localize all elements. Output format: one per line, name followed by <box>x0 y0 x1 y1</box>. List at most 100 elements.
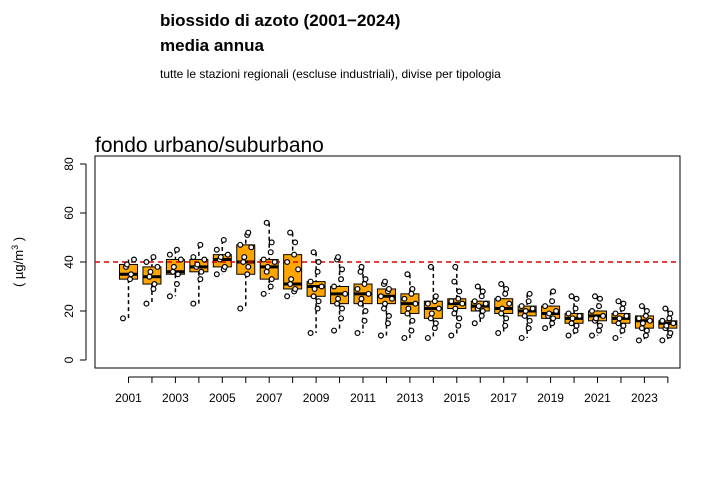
data-point <box>409 317 416 324</box>
data-point <box>448 332 455 339</box>
data-point <box>471 320 478 327</box>
data-point <box>550 288 557 295</box>
data-point <box>314 268 321 275</box>
data-point <box>455 322 462 329</box>
data-point <box>362 276 369 283</box>
data-point <box>307 330 314 337</box>
data-point <box>292 285 299 292</box>
main-title: biossido di azoto (2001−2024) <box>160 11 401 30</box>
data-point <box>412 300 419 307</box>
data-point <box>201 256 208 263</box>
data-point <box>431 298 438 305</box>
x-tick-label: 2019 <box>537 391 564 405</box>
data-point <box>384 320 391 327</box>
data-point <box>331 283 338 290</box>
data-point <box>495 330 502 337</box>
data-point <box>659 337 666 344</box>
data-point <box>284 293 291 300</box>
data-point <box>401 334 408 341</box>
data-point <box>385 312 392 319</box>
data-point <box>595 327 602 334</box>
data-point <box>506 300 513 307</box>
data-point <box>662 305 669 312</box>
data-point <box>615 298 622 305</box>
data-point <box>380 305 387 312</box>
data-point <box>166 251 173 258</box>
data-point <box>220 236 227 243</box>
data-point <box>408 290 415 297</box>
data-point <box>495 295 502 302</box>
data-point <box>635 337 642 344</box>
data-point <box>498 281 505 288</box>
y-tick-label: 40 <box>62 255 76 269</box>
y-tick-label: 20 <box>62 304 76 318</box>
data-point <box>381 300 388 307</box>
data-point <box>616 315 623 322</box>
data-point <box>572 327 579 334</box>
data-point <box>646 317 653 324</box>
data-point <box>638 303 645 310</box>
data-point <box>573 295 580 302</box>
data-point <box>432 293 439 300</box>
caption: tutte le stazioni regionali (escluse ind… <box>160 67 501 81</box>
data-point <box>404 310 411 317</box>
data-point <box>432 320 439 327</box>
data-point <box>174 271 181 278</box>
data-point <box>166 293 173 300</box>
data-point <box>260 290 267 297</box>
data-point <box>572 305 579 312</box>
data-point <box>619 305 626 312</box>
data-point <box>542 303 549 310</box>
data-point <box>498 310 505 317</box>
data-point <box>361 317 368 324</box>
data-point <box>643 308 650 315</box>
data-point <box>128 271 135 278</box>
data-point <box>177 256 184 263</box>
data-point <box>310 293 317 300</box>
data-point <box>401 295 408 302</box>
data-point <box>502 290 509 297</box>
data-point <box>263 268 270 275</box>
data-point <box>588 332 595 339</box>
data-point <box>478 293 485 300</box>
data-point <box>198 268 205 275</box>
data-point <box>475 303 482 310</box>
data-point <box>405 305 412 312</box>
data-point <box>268 276 275 283</box>
data-point <box>365 290 372 297</box>
data-point <box>576 312 583 319</box>
data-point <box>503 315 510 322</box>
x-tick-label: 2013 <box>397 391 424 405</box>
data-point <box>428 310 435 317</box>
data-point <box>612 310 619 317</box>
data-point <box>588 308 595 315</box>
x-tick-label: 2009 <box>303 391 330 405</box>
data-point <box>623 312 630 319</box>
data-point <box>357 268 364 275</box>
data-point <box>331 327 338 334</box>
data-point <box>338 315 345 322</box>
data-point <box>568 320 575 327</box>
data-point <box>529 305 536 312</box>
data-point <box>526 290 533 297</box>
data-point <box>549 320 556 327</box>
data-point <box>435 305 442 312</box>
data-point <box>448 298 455 305</box>
data-point <box>361 281 368 288</box>
data-point <box>224 251 231 258</box>
data-point <box>314 305 321 312</box>
data-point <box>131 256 138 263</box>
data-point <box>565 310 572 317</box>
y-tick-label: 60 <box>62 206 76 220</box>
data-point <box>291 251 298 258</box>
data-point <box>502 322 509 329</box>
data-point <box>150 254 157 261</box>
data-point <box>591 293 598 300</box>
data-point <box>143 300 150 307</box>
data-point <box>456 288 463 295</box>
data-point <box>173 281 180 288</box>
x-tick-label: 2003 <box>162 391 189 405</box>
data-point <box>612 334 619 341</box>
data-point <box>310 249 317 256</box>
